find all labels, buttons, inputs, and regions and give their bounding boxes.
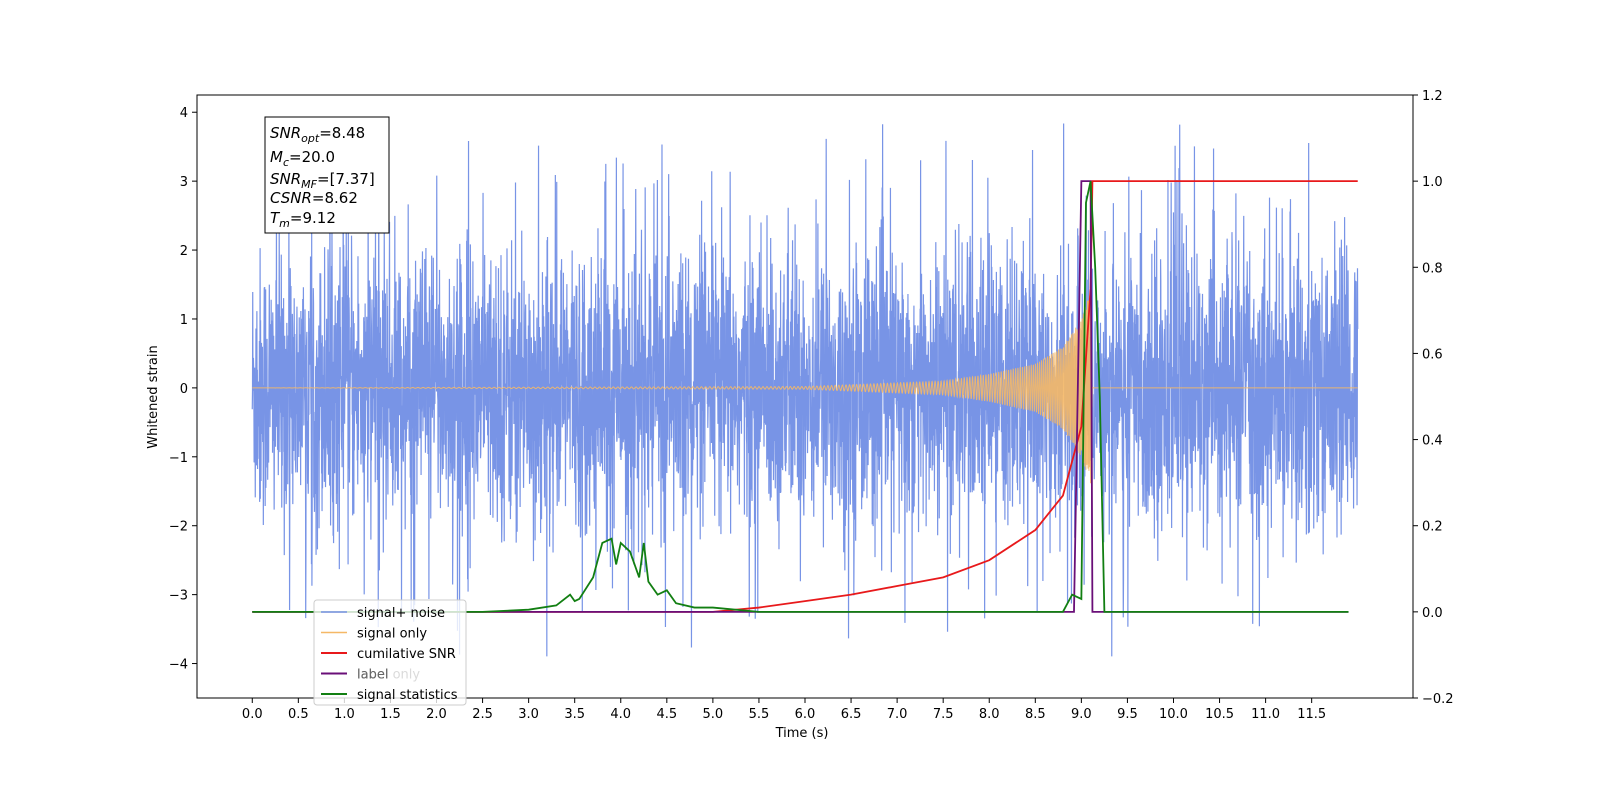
y-tick-label: 2 — [180, 244, 188, 259]
annotation-line: SNRMF=[7.37] — [270, 170, 375, 191]
x-tick-label: 9.0 — [1071, 707, 1092, 722]
legend-entry: signal+ noise — [357, 606, 445, 621]
annotation-box: SNRopt=8.48Mc=20.0SNRMF=[7.37]CSNR=8.62T… — [264, 116, 390, 234]
x-tick-label: 5.5 — [749, 707, 770, 722]
x-tick-label: 2.5 — [472, 707, 493, 722]
y-right-tick-label: 0.0 — [1422, 606, 1443, 621]
x-tick-label: 4.5 — [656, 707, 677, 722]
x-tick-label: 1.0 — [334, 707, 355, 722]
legend: signal+ noise signal only cumilative SNR la… — [313, 599, 467, 706]
annotation-line: SNRopt=8.48 — [270, 124, 365, 145]
legend-entry: cumilative SNR — [357, 647, 456, 662]
legend-entry: signal only — [357, 627, 427, 642]
x-tick-label: 0.0 — [242, 707, 263, 722]
y-tick-label: 1 — [180, 313, 188, 328]
annotation-var: SNR — [270, 124, 301, 142]
y-axis-label: Whitened strain — [146, 345, 161, 448]
y-right-tick-label: 0.4 — [1422, 434, 1443, 449]
x-tick-label: 0.5 — [288, 707, 309, 722]
x-tick-label: 3.5 — [564, 707, 585, 722]
annotation-sub: MF — [301, 178, 317, 191]
legend-frame — [313, 599, 467, 706]
x-tick-label: 7.0 — [887, 707, 908, 722]
x-tick-label: 3.0 — [518, 707, 539, 722]
x-tick-label: 11.5 — [1297, 707, 1326, 722]
x-tick-label: 4.0 — [610, 707, 631, 722]
y-tick-label: 3 — [180, 175, 188, 190]
annotation-line: Mc=20.0 — [270, 148, 335, 169]
series-signal-only-line — [252, 295, 1358, 484]
annotation-var: M — [270, 148, 283, 166]
annotation-line: CSNR=8.62 — [270, 189, 358, 207]
x-tick-label: 10.0 — [1159, 707, 1188, 722]
legend-entry-ghost: label only — [357, 668, 420, 683]
annotation-value: =9.12 — [290, 209, 336, 227]
legend-entry: signal statistics — [357, 688, 458, 703]
x-tick-label: 8.0 — [979, 707, 1000, 722]
series-signal-noise-line — [251, 121, 1359, 657]
y-tick-label: −4 — [169, 658, 188, 673]
annotation-var: T — [270, 209, 281, 227]
y-tick-label: −2 — [169, 520, 188, 535]
annotation-line: Tm=9.12 — [270, 209, 336, 230]
annotation-sub: m — [279, 217, 290, 230]
y-tick-label: 4 — [180, 106, 188, 121]
x-tick-label: 7.5 — [933, 707, 954, 722]
annotation-value: =8.62 — [312, 189, 358, 207]
annotation-sub: c — [283, 156, 289, 169]
y-tick-label: −3 — [169, 589, 188, 604]
annotation-value: =20.0 — [289, 148, 335, 166]
y-right-tick-label: 0.6 — [1422, 347, 1443, 362]
x-tick-label: 1.5 — [380, 707, 401, 722]
annotation-var: SNR — [270, 170, 301, 188]
x-tick-label: 8.5 — [1025, 707, 1046, 722]
y-axis-right: 1.2 1.0 0.8 0.6 0.4 0.2 0.0 −0.2 — [1413, 89, 1454, 707]
x-tick-label: 6.5 — [841, 707, 862, 722]
x-axis: 0.0 0.5 1.0 1.5 2.0 2.5 3.0 3.5 4.0 4.5 5.0 5.5 6.0 6… — [242, 698, 1326, 722]
x-tick-label: 11.0 — [1251, 707, 1280, 722]
y-right-tick-label: 0.2 — [1422, 520, 1443, 535]
y-axis-left: 4 3 2 1 0 −1 −2 −3 −4 — [169, 106, 197, 673]
series-layer — [251, 121, 1359, 657]
x-tick-label: 5.0 — [703, 707, 724, 722]
y-right-tick-label: 1.2 — [1422, 89, 1443, 104]
x-tick-label: 2.0 — [426, 707, 447, 722]
annotation-value: =8.48 — [319, 124, 365, 142]
y-tick-label: 0 — [180, 382, 188, 397]
annotation-value: =[7.37] — [317, 170, 375, 188]
annotation-var: CSNR — [270, 189, 312, 207]
x-axis-label: Time (s) — [775, 726, 829, 741]
y-right-tick-label: 0.8 — [1422, 261, 1443, 276]
series-signal-statistics-line — [252, 180, 1349, 613]
y-right-tick-label: 1.0 — [1422, 175, 1443, 190]
y-right-tick-label: −0.2 — [1422, 692, 1454, 707]
annotation-sub: opt — [301, 132, 320, 145]
legend-entry: label — [357, 668, 388, 683]
x-tick-label: 6.0 — [795, 707, 816, 722]
x-tick-label: 9.5 — [1117, 707, 1138, 722]
x-tick-label: 10.5 — [1205, 707, 1234, 722]
annotation-frame — [264, 116, 390, 234]
y-tick-label: −1 — [169, 451, 188, 466]
